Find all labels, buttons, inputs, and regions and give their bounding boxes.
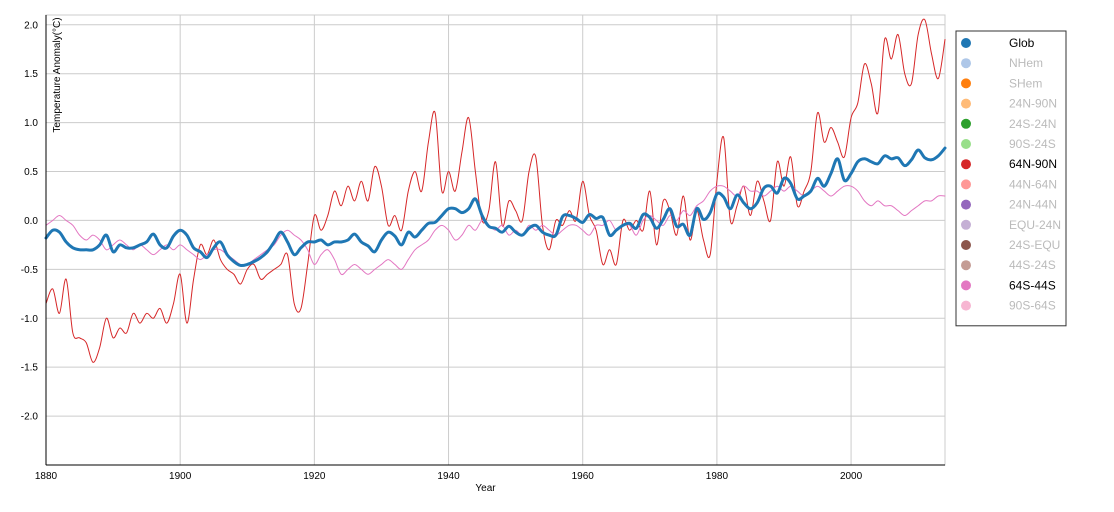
- legend-marker: [961, 260, 971, 271]
- plot-frame: [45, 14, 946, 466]
- y-tick-label: 1.0: [24, 118, 38, 129]
- legend-item-24s-equ[interactable]: 24S-EQU: [961, 238, 1060, 252]
- y-tick-label: -1.0: [21, 314, 39, 325]
- legend-marker: [961, 199, 971, 210]
- x-tick-label: 1960: [572, 471, 595, 482]
- legend-item-44n-64n[interactable]: 44N-64N: [961, 177, 1057, 191]
- legend-label: 44N-64N: [1009, 177, 1057, 191]
- legend-marker: [961, 240, 971, 250]
- x-tick-label: 1880: [35, 471, 58, 482]
- legend-item-90s-64s[interactable]: 90S-64S: [961, 299, 1056, 313]
- y-tick-label: -1.5: [21, 363, 39, 374]
- legend-label: 90S-64S: [1009, 299, 1056, 313]
- x-tick-label: 1980: [706, 471, 729, 482]
- series-layer: [44, 18, 947, 363]
- legend-label: 24N-90N: [1009, 97, 1057, 111]
- y-axis-title: Temperature Anomaly(°C): [52, 17, 63, 132]
- legend-marker: [961, 139, 971, 149]
- y-tick-label: -0.5: [21, 265, 39, 276]
- legend-label: EQU-24N: [1009, 218, 1061, 232]
- legend-marker: [961, 78, 971, 89]
- x-tick-label: 1940: [437, 471, 460, 482]
- legend-marker: [961, 58, 971, 69]
- legend-label: 24S-24N: [1009, 117, 1056, 131]
- series-line-64s-44s: [45, 185, 946, 276]
- grid-layer: [45, 14, 946, 466]
- legend-item-24n-90n[interactable]: 24N-90N: [961, 97, 1057, 111]
- legend-item-24n-44n[interactable]: 24N-44N: [961, 198, 1057, 212]
- legend-label: 90S-24S: [1009, 137, 1056, 151]
- legend-item-equ-24n[interactable]: EQU-24N: [961, 218, 1061, 232]
- x-tick-label: 2000: [840, 471, 863, 482]
- legend-box: [955, 30, 1067, 327]
- y-tick-label: 2.0: [24, 20, 38, 31]
- legend-marker: [961, 38, 971, 48]
- legend-label: 44S-24S: [1009, 258, 1056, 272]
- legend-marker: [961, 98, 971, 109]
- y-tick-label: 1.5: [24, 69, 38, 80]
- legend-marker: [961, 118, 971, 129]
- legend-label: 64S-44S: [1009, 278, 1056, 292]
- legend-marker: [961, 159, 971, 170]
- legend-item-44s-24s[interactable]: 44S-24S: [961, 258, 1056, 272]
- legend-label: 24S-EQU: [1009, 238, 1060, 252]
- legend-label: SHem: [1009, 76, 1042, 90]
- legend-marker: [961, 300, 971, 311]
- legend-label: Glob: [1009, 36, 1035, 50]
- legend-item-64n-90n[interactable]: 64N-90N: [961, 157, 1057, 171]
- axis-layer: 2.0 1.5 1.0 0.5 0.0 -0.5 -1.0 -1.5 -2.0 1880 1900 1…: [21, 15, 945, 494]
- legend-label: 24N-44N: [1009, 198, 1057, 212]
- series-line-glob: [44, 146, 947, 268]
- legend-item-glob[interactable]: Glob: [961, 36, 1035, 50]
- legend-label: NHem: [1009, 56, 1043, 70]
- legend-label: 64N-90N: [1009, 157, 1057, 171]
- legend-item-nhem[interactable]: NHem: [961, 56, 1043, 70]
- y-tick-label: 0.5: [24, 167, 38, 178]
- x-tick-label: 1920: [303, 471, 326, 482]
- legend-item-90s-24s[interactable]: 90S-24S: [961, 137, 1056, 151]
- y-tick-label: -2.0: [21, 412, 39, 423]
- x-tick-label: 1900: [169, 471, 192, 482]
- legend-marker: [961, 219, 971, 230]
- y-tick-label: 0.0: [24, 216, 38, 227]
- legend-layer: Glob NHem SHem 24N-90N 24S-24N 90S-24S 64N-90N…: [955, 30, 1067, 327]
- legend-marker: [961, 179, 971, 190]
- legend-item-64s-44s[interactable]: 64S-44S: [961, 278, 1056, 292]
- x-axis-title: Year: [475, 483, 496, 494]
- legend-item-24s-24n[interactable]: 24S-24N: [961, 117, 1056, 131]
- legend-marker: [961, 280, 971, 291]
- legend-item-shem[interactable]: SHem: [961, 76, 1042, 90]
